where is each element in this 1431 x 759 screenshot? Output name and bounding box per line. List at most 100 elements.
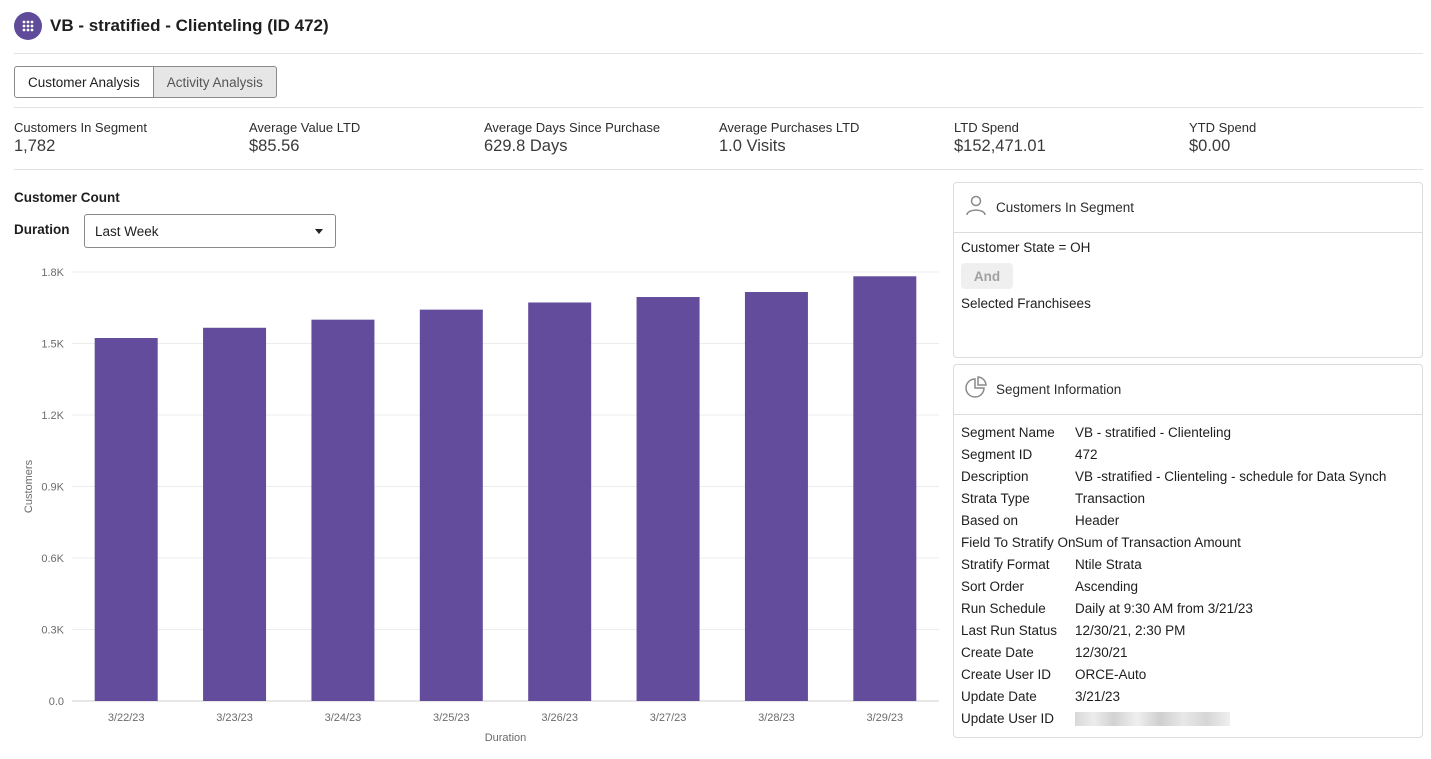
bar (528, 302, 592, 701)
info-label: Update User ID (961, 710, 1055, 726)
y-tick-label: 1.2K (41, 410, 64, 422)
info-row: Sort Order Ascending (961, 575, 1415, 597)
info-row: Description VB -stratified - Clienteling … (961, 465, 1415, 487)
metric-label: Average Value LTD (249, 120, 361, 135)
metric-value: 1,782 (14, 137, 56, 155)
customer-count-title: Customer Count (14, 190, 120, 205)
info-value: 12/30/21 (1075, 644, 1128, 660)
analysis-tabs: Customer Analysis Activity Analysis (14, 66, 277, 98)
info-label: Stratify Format (961, 556, 1050, 572)
info-label: Segment Name (961, 424, 1055, 440)
bar (853, 276, 917, 701)
info-row: Field To Stratify On Sum of Transaction A… (961, 531, 1415, 553)
panel-header: Segment Information (954, 365, 1422, 415)
x-tick-label: 3/23/23 (216, 712, 253, 724)
tabs-divider (14, 107, 1423, 108)
info-value (1075, 710, 1415, 726)
panel-title: Segment Information (996, 382, 1122, 397)
x-tick-label: 3/28/23 (758, 712, 795, 724)
duration-label: Duration (14, 222, 70, 237)
info-row: Strata Type Transaction (961, 487, 1415, 509)
metric-label: YTD Spend (1189, 120, 1257, 135)
y-tick-label: 0.9K (41, 482, 64, 494)
info-label: Segment ID (961, 446, 1033, 462)
x-tick-label: 3/26/23 (541, 712, 578, 724)
info-value: Transaction (1075, 490, 1146, 506)
y-tick-label: 0.6K (41, 553, 64, 565)
person-icon (964, 193, 988, 222)
info-row: Last Run Status 12/30/21, 2:30 PM (961, 619, 1415, 641)
segment-information-panel: Segment Information Segment Name VB - str… (953, 364, 1423, 738)
tab-customer-analysis[interactable]: Customer Analysis (14, 66, 154, 98)
metrics-divider (14, 169, 1423, 170)
bar (94, 338, 158, 701)
metric-value: 1.0 Visits (719, 137, 786, 155)
tab-activity-analysis[interactable]: Activity Analysis (153, 66, 277, 98)
y-tick-label: 0.3K (41, 625, 64, 637)
info-value: Daily at 9:30 AM from 3/21/23 (1075, 600, 1253, 616)
criteria-condition: Customer State = OH (961, 240, 1091, 255)
metric-customers-in-segment: Customers In Segment 1,782 (14, 120, 147, 156)
metric-label: LTD Spend (954, 120, 1019, 135)
info-row: Segment Name VB - stratified - Clientelin… (961, 421, 1415, 443)
customers-in-segment-panel: Customers In Segment Customer State = OH… (953, 182, 1423, 358)
info-row: Update Date 3/21/23 (961, 685, 1415, 707)
segment-criteria: Customer State = OH And Selected Franchi… (954, 233, 1422, 311)
info-row: Based on Header (961, 509, 1415, 531)
duration-select-value: Last Week (95, 223, 159, 239)
info-label: Description (961, 468, 1029, 484)
metric-value: 629.8 Days (484, 137, 568, 155)
panel-title: Customers In Segment (996, 200, 1135, 215)
y-tick-label: 0.0 (49, 696, 64, 708)
bar (311, 319, 375, 701)
y-tick-label: 1.8K (41, 267, 64, 279)
bar (203, 327, 267, 701)
x-tick-label: 3/29/23 (866, 712, 903, 724)
info-value: Ascending (1075, 578, 1139, 594)
metric-label: Customers In Segment (14, 120, 147, 135)
info-value: VB - stratified - Clienteling (1075, 424, 1232, 440)
metric-value: $85.56 (249, 137, 300, 155)
segment-info-list: Segment Name VB - stratified - Clientelin… (954, 415, 1422, 729)
and-operator-button[interactable]: And (961, 263, 1013, 289)
header-divider (14, 53, 1423, 54)
criteria-condition: Selected Franchisees (961, 296, 1091, 311)
metric-average-purchases-ltd: Average Purchases LTD 1.0 Visits (719, 120, 859, 156)
bar (419, 309, 483, 701)
panel-header: Customers In Segment (954, 183, 1422, 233)
metric-value: $0.00 (1189, 137, 1231, 155)
info-row: Run Schedule Daily at 9:30 AM from 3/21/2… (961, 597, 1415, 619)
info-label: Update Date (961, 688, 1037, 704)
info-value: Sum of Transaction Amount (1075, 534, 1241, 550)
y-axis-label: Customers (23, 459, 35, 513)
info-label: Strata Type (961, 490, 1030, 506)
customer-count-chart: 0.0 0.3K 0.6K 0.9K 1.2K 1.5K 1.8K 3/22/23 3/23/2… (23, 267, 939, 744)
info-value: Header (1075, 512, 1120, 528)
metric-ltd-spend: LTD Spend $152,471.01 (954, 120, 1046, 156)
x-axis-label: Duration (485, 732, 527, 744)
metric-ytd-spend: YTD Spend $0.00 (1189, 120, 1256, 156)
info-label: Sort Order (961, 578, 1025, 594)
info-row: Create User ID ORCE-Auto (961, 663, 1415, 685)
info-value: Ntile Strata (1075, 556, 1142, 572)
info-row: Create Date 12/30/21 (961, 641, 1415, 663)
page-header: VB - stratified - Clienteling (ID 472) (14, 11, 329, 41)
page-title: VB - stratified - Clienteling (ID 472) (50, 16, 329, 35)
info-label: Run Schedule (961, 600, 1046, 616)
pie-chart-icon (964, 375, 988, 404)
metric-average-value-ltd: Average Value LTD $85.56 (249, 120, 360, 156)
info-label: Based on (961, 512, 1019, 528)
duration-select[interactable]: Last Week (84, 214, 336, 248)
x-tick-label: 3/22/23 (108, 712, 145, 724)
info-label: Create Date (961, 644, 1034, 660)
info-value: ORCE-Auto (1075, 666, 1147, 682)
info-row: Segment ID 472 (961, 443, 1415, 465)
info-value: 12/30/21, 2:30 PM (1075, 622, 1186, 638)
bar (744, 292, 808, 701)
metric-average-days-since-purchase: Average Days Since Purchase 629.8 Days (484, 120, 660, 156)
metric-value: $152,471.01 (954, 137, 1046, 155)
metric-label: Average Purchases LTD (719, 120, 860, 135)
y-tick-label: 1.5K (41, 339, 64, 351)
x-tick-label: 3/25/23 (433, 712, 470, 724)
metric-label: Average Days Since Purchase (484, 120, 661, 135)
